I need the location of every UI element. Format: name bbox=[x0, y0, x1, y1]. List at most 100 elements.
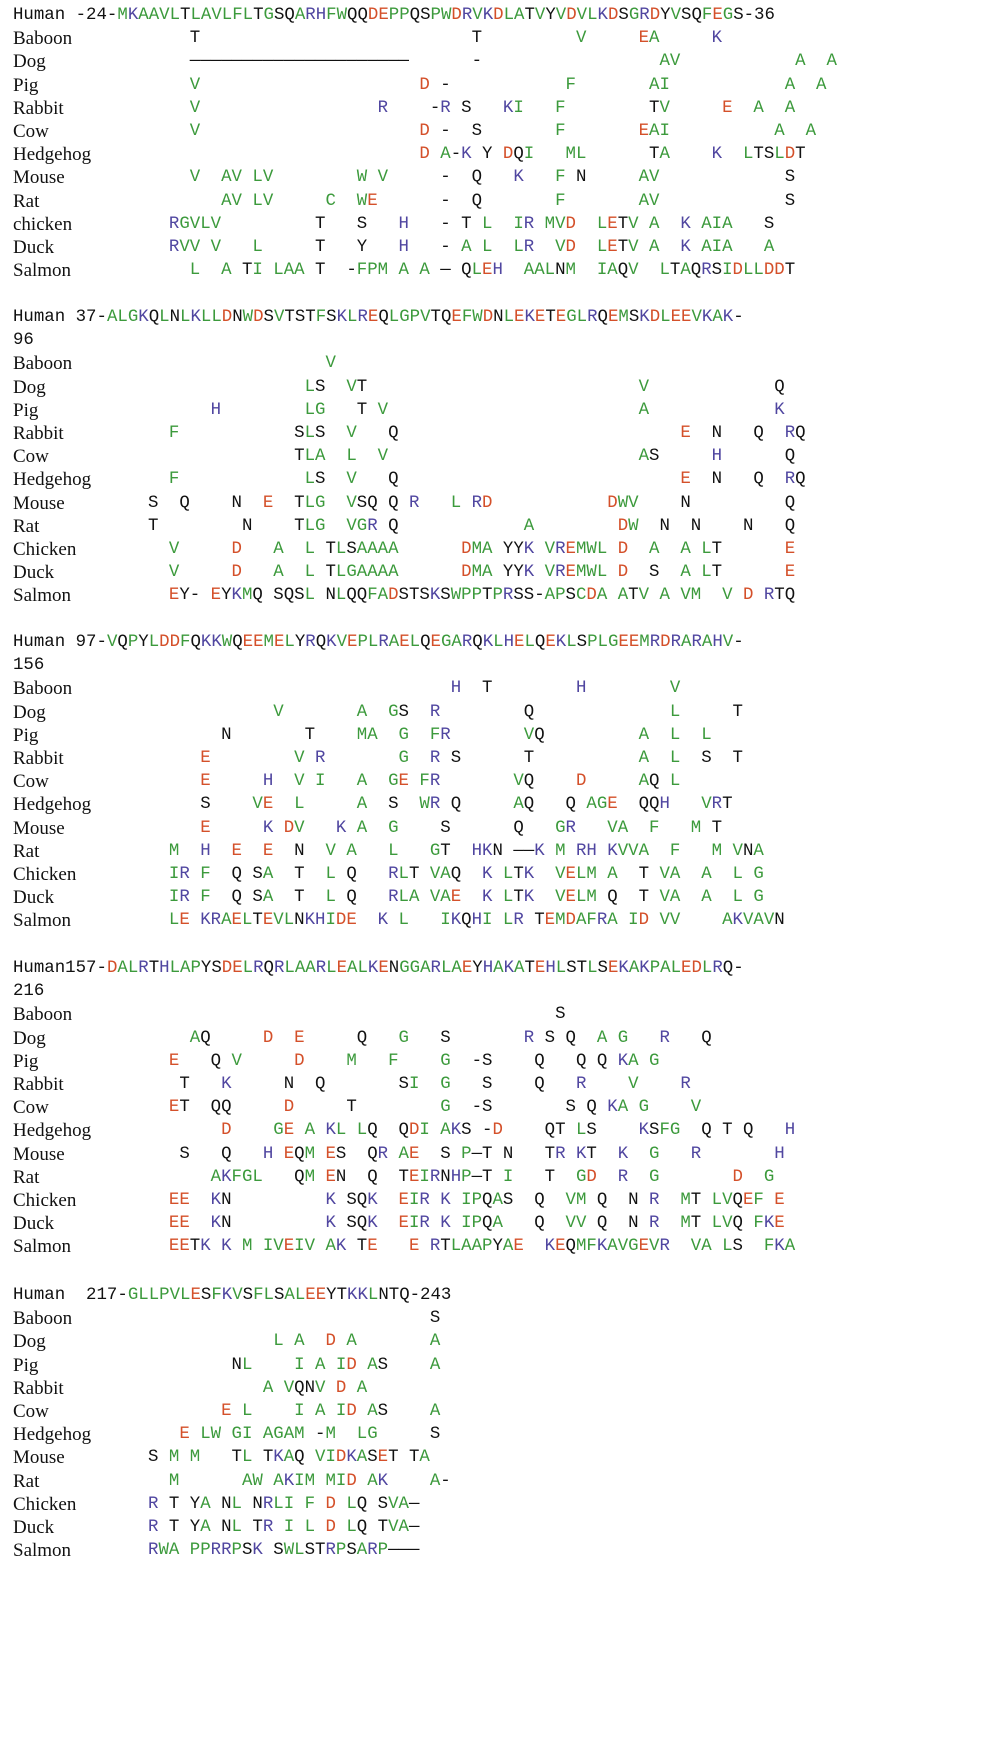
species-sequence: E LW GI AGAM -M LG S E LW GI AGAM -M LG … bbox=[179, 1425, 441, 1445]
species-sequence: _____________________ - AV A A —————————… bbox=[189, 52, 837, 72]
reference-sequence: ALGKQLNLKLLDNWDSVTSTFSKLREQLGPVTQEFWDNLE… bbox=[106, 308, 734, 327]
species-label: Chicken bbox=[13, 1493, 77, 1515]
species-label: Chicken bbox=[13, 864, 77, 885]
species-sequence: E Q V D M F G -S Q Q Q KA G E Q V D M F … bbox=[168, 1051, 660, 1071]
species-sequence: L A D A A L A D A A bbox=[273, 1332, 441, 1352]
species-label: Cow bbox=[13, 771, 49, 793]
species-label: Pig bbox=[13, 1354, 39, 1376]
reference-label: Human 97- bbox=[13, 633, 107, 652]
reference-sequence: GLLPVLESFKVSFLSALEEYTKKLNTQGLLPVLESFKVSF… bbox=[127, 1286, 410, 1305]
species-sequence: M AW AKIM MID AK A- M AW AKIM MID AK A- bbox=[168, 1471, 451, 1491]
species-label: Salmon bbox=[13, 585, 72, 607]
species-sequence: E V R G R S T A L S T E V R G R S T A L … bbox=[200, 749, 743, 768]
species-sequence: LS VT V Q LS VT V Q bbox=[304, 377, 785, 397]
species-label: Rabbit bbox=[13, 1377, 64, 1399]
species-label: Salmon bbox=[13, 1540, 72, 1562]
species-sequence: V R -R S KI F TV E A A V R -R S KI F TV … bbox=[189, 98, 796, 118]
species-sequence: R T YA NL TR I L D LQ TVA—R T YA NL TR I… bbox=[148, 1518, 420, 1537]
species-sequence: EE KN K SQK EIR K IPQAS Q VM Q N R MT LV… bbox=[168, 1191, 785, 1210]
species-sequence: A VQNV D A A VQNV D A bbox=[262, 1378, 368, 1398]
species-label: Mouse bbox=[13, 1143, 65, 1165]
human-reference-line: Human 97-VQPYLDDFQKKWQEEMELYRQKVEPLRAELQ… bbox=[13, 631, 744, 655]
reference-end-position: -36 bbox=[743, 6, 775, 25]
species-sequence: EETK K M IVEIV AK TE E RTLAAPYAE KEQMFKA… bbox=[168, 1237, 796, 1257]
reference-end-position: - bbox=[733, 633, 744, 652]
species-label: Baboon bbox=[13, 1308, 73, 1330]
species-label: Dog bbox=[13, 701, 46, 723]
species-label: Rat bbox=[13, 1166, 40, 1188]
species-sequence: S VE L A S WR Q AQ Q AGE QQH VRT S VE L … bbox=[200, 795, 733, 815]
species-sequence: NL I A ID AS A NL I A ID AS A bbox=[231, 1355, 441, 1375]
species-sequence: H LG T V A K H LG T V A K bbox=[210, 400, 785, 420]
species-sequence: T N TLG VGR Q A DW N N N QT N TLG VGR Q … bbox=[148, 516, 796, 536]
species-sequence: RVV V L T Y H - A L LR VD LETV A K AIA A… bbox=[168, 238, 775, 257]
species-sequence: AV LV C WE - Q F AV S AV LV C WE - Q F A… bbox=[221, 191, 796, 211]
species-label: Hedgehog bbox=[13, 1120, 92, 1142]
species-label: Mouse bbox=[13, 492, 65, 514]
species-label: Pig bbox=[13, 724, 39, 746]
species-sequence: S M M TL TKAQ VIDKASET TA S M M TL TKAQ … bbox=[148, 1448, 430, 1468]
species-label: Rat bbox=[13, 515, 40, 537]
species-sequence: V A GS R Q L T V A GS R Q L T bbox=[273, 702, 743, 722]
species-sequence: LE KRAELTEVLNKHIDE K L IKQHI LR TEMDAFRA… bbox=[168, 911, 785, 931]
species-label: Hedgehog bbox=[13, 1424, 92, 1446]
species-sequence: ET QQ D T G -S S Q KA G V ET QQ D T G -S… bbox=[168, 1098, 702, 1118]
species-sequence: EE KN K SQK EIR K IPQA Q VV Q N R MT LVQ… bbox=[168, 1214, 785, 1234]
species-label: Duck bbox=[13, 562, 55, 584]
species-sequence: T T V EA K T T V EA K bbox=[189, 29, 723, 49]
reference-end-position-wrap: 156 bbox=[13, 656, 45, 676]
species-sequence: V D - S F EAI A A V D - S F EAI A A bbox=[189, 122, 816, 141]
species-label: Chicken bbox=[13, 539, 77, 560]
reference-label: Human -24- bbox=[13, 6, 118, 25]
species-label: Pig bbox=[13, 74, 39, 96]
species-sequence: V D A L TLGAAAA DMA YYK VREMWL D S A LT … bbox=[168, 563, 796, 583]
species-label: Chicken bbox=[13, 1190, 77, 1211]
species-label: Cow bbox=[13, 446, 49, 468]
reference-sequence: MKAAVLTLAVLFLTGSQARHFWQQDEPPQSPWDRVKDLAT… bbox=[117, 6, 744, 25]
species-label: Duck bbox=[13, 1517, 55, 1538]
species-sequence: AQ D E Q G S R S Q A G R Q AQ D E Q G S … bbox=[189, 1028, 712, 1048]
human-reference-line: Human -24-MKAAVLTLAVLFLTGSQARHFWQQDEPPQS… bbox=[13, 4, 775, 28]
species-sequence: S Q H EQM ES QR AE S P—T N TR KT K G R H… bbox=[179, 1144, 785, 1164]
species-label: Hedgehog bbox=[13, 469, 92, 491]
species-sequence: F LS V Q E N Q RQ F LS V Q E N Q RQ bbox=[168, 470, 806, 490]
reference-end-position: - bbox=[733, 959, 744, 978]
species-label: Rabbit bbox=[13, 1074, 64, 1095]
reference-label: Human 217- bbox=[13, 1286, 128, 1305]
species-sequence: TLA L V AS H Q TLA L V AS H Q bbox=[294, 447, 796, 467]
reference-end-position-wrap: 96 bbox=[13, 331, 34, 351]
species-label: Salmon bbox=[13, 1236, 72, 1258]
species-sequence: H T H V H T H V bbox=[450, 679, 681, 699]
species-sequence: D GE A KL LQ QDI AKS -D QT LS KSFG Q T Q… bbox=[221, 1121, 796, 1141]
species-sequence: F SLS V Q E N Q RQ F SLS V Q E N Q RQ bbox=[168, 424, 806, 443]
species-sequence: E K DV K A G S Q GR VA F M T E K DV K A … bbox=[200, 818, 723, 838]
species-label: Mouse bbox=[13, 817, 65, 839]
species-label: Pig bbox=[13, 399, 39, 421]
reference-end-position-wrap: 216 bbox=[13, 982, 45, 1002]
species-sequence: IR F Q SA T L Q RLA VAE K LTK VELM Q T V… bbox=[168, 888, 764, 908]
species-sequence: N T MA G FR VQ A L L N T MA G FR VQ A L … bbox=[221, 725, 712, 745]
species-label: Hedgehog bbox=[13, 144, 92, 166]
species-label: Baboon bbox=[13, 353, 73, 375]
species-label: Rat bbox=[13, 190, 40, 212]
species-label: Rabbit bbox=[13, 748, 64, 769]
human-reference-line: Human 217-GLLPVLESFKVSFLSALEEYTKKLNTQGLL… bbox=[13, 1284, 451, 1308]
species-sequence: V V bbox=[325, 354, 336, 374]
species-label: Dog bbox=[13, 51, 46, 73]
species-sequence: D A-K Y DQI ML TA K LTSLDT D A-K Y DQI M… bbox=[419, 145, 806, 165]
species-sequence: V D - F AI A A V D - F AI A A bbox=[189, 75, 827, 95]
species-label: Dog bbox=[13, 1331, 46, 1353]
species-label: Dog bbox=[13, 376, 46, 398]
reference-end-position: -243 bbox=[409, 1286, 452, 1305]
species-sequence: E L I A ID AS A E L I A ID AS A bbox=[221, 1402, 441, 1421]
species-sequence: L A TI LAA T -FPM A A — QLEH AALNM IAQV … bbox=[189, 261, 796, 281]
species-sequence: RWA PPRRPSK SWLSTRPSARP———RWA PPRRPSK SW… bbox=[148, 1541, 420, 1561]
human-reference-line: Human157-DALRTHLAPYSDELRQRLAARLEALKENGGA… bbox=[13, 957, 744, 981]
species-sequence: IR F Q SA T L Q RLT VAQ K LTK VELM A T V… bbox=[168, 865, 764, 884]
reference-sequence: VQPYLDDFQKKWQEEMELYRQKVEPLRAELQEGARQKLHE… bbox=[106, 633, 734, 652]
species-label: Duck bbox=[13, 1213, 55, 1235]
species-label: Cow bbox=[13, 1097, 49, 1119]
species-label: Duck bbox=[13, 237, 55, 258]
species-label: Rabbit bbox=[13, 97, 64, 119]
species-label: Dog bbox=[13, 1027, 46, 1049]
